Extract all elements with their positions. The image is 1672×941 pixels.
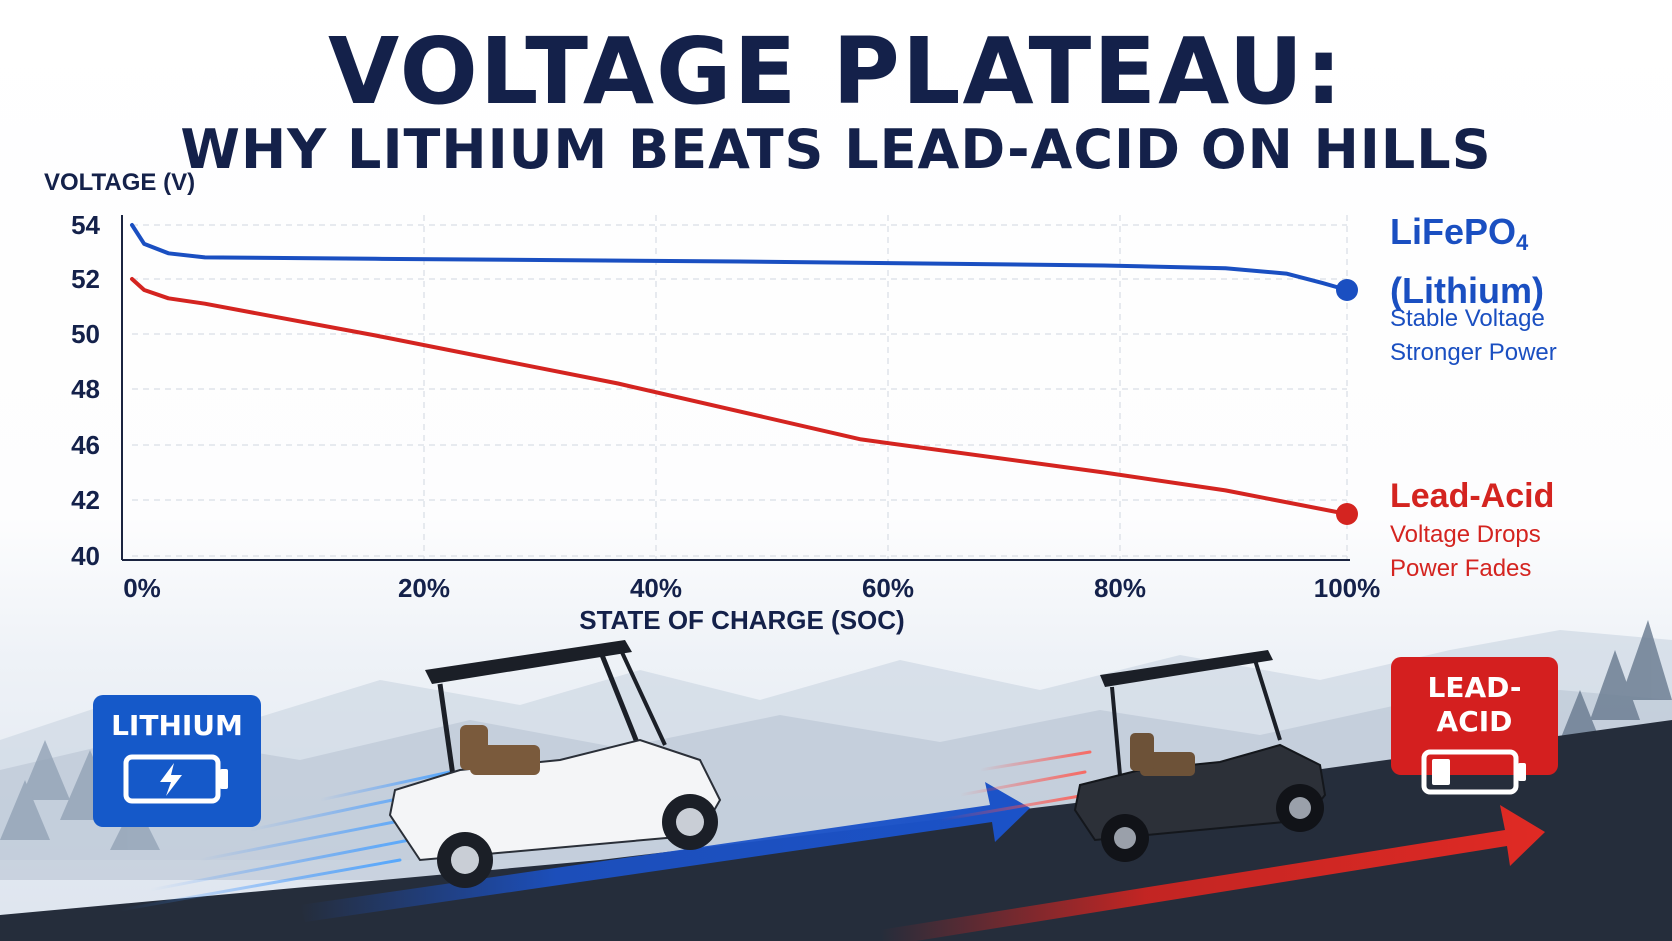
lead-acid-badge: LEAD-ACID	[1391, 657, 1558, 795]
lead-acid-badge-label: LEAD-ACID	[1427, 671, 1522, 738]
page-title: VOLTAGE PLATEAU:	[328, 18, 1344, 125]
lithium-arrow	[300, 782, 1030, 922]
golf-cart-white	[388, 640, 722, 888]
y-axis-title: VOLTAGE (V)	[44, 169, 195, 196]
lithium-series-label: LiFePO4 (Lithium)	[1390, 208, 1544, 315]
battery-low-icon	[1421, 749, 1526, 795]
page-subtitle: WHY LITHIUM BEATS LEAD-ACID ON HILLS	[180, 118, 1492, 181]
x-tick-label: 0%	[123, 573, 161, 603]
y-tick-label: 46	[71, 430, 100, 460]
x-tick-label: 60%	[862, 573, 914, 603]
lead-series-label: Lead-Acid	[1390, 477, 1555, 515]
lithium-label-text: LiFePO	[1390, 211, 1517, 252]
lithium-badge-label: LITHIUM	[111, 709, 243, 742]
lead-desc-line1: Voltage Drops	[1390, 521, 1541, 548]
y-tick-label: 50	[71, 319, 100, 349]
lithium-label-text2: (Lithium)	[1390, 270, 1544, 311]
lithium-badge: LITHIUM	[93, 695, 261, 827]
lead-desc-line2: Power Fades	[1390, 555, 1532, 582]
x-tick-label: 100%	[1314, 573, 1381, 603]
y-tick-label: 42	[71, 485, 100, 515]
trees-right	[1560, 620, 1672, 740]
speed-streaks-red	[938, 750, 1092, 822]
battery-full-icon	[123, 754, 228, 804]
x-tick-label: 20%	[398, 573, 450, 603]
y-tick-label: 40	[71, 541, 100, 571]
x-axis-title: STATE OF CHARGE (SOC)	[579, 605, 904, 635]
y-tick-label: 48	[71, 374, 100, 404]
lithium-desc-line1: Stable Voltage	[1390, 305, 1545, 332]
lead-arrow	[880, 805, 1545, 941]
lithium-series-line	[130, 223, 1349, 292]
lithium-label-subscript: 4	[1516, 230, 1529, 255]
lead-description: Voltage Drops Power Fades	[1390, 518, 1541, 586]
lead-end-point	[1336, 503, 1358, 525]
x-tick-label: 80%	[1094, 573, 1146, 603]
speed-streaks-blue	[118, 770, 452, 912]
lithium-end-point	[1336, 279, 1358, 301]
x-tick-label: 40%	[630, 573, 682, 603]
lead-series-line	[130, 277, 1349, 516]
lithium-description: Stable Voltage Stronger Power	[1390, 302, 1557, 370]
golf-cart-black	[1073, 650, 1327, 862]
y-tick-label: 52	[71, 264, 100, 294]
lithium-desc-line2: Stronger Power	[1390, 339, 1557, 366]
y-tick-label: 54	[71, 210, 100, 240]
